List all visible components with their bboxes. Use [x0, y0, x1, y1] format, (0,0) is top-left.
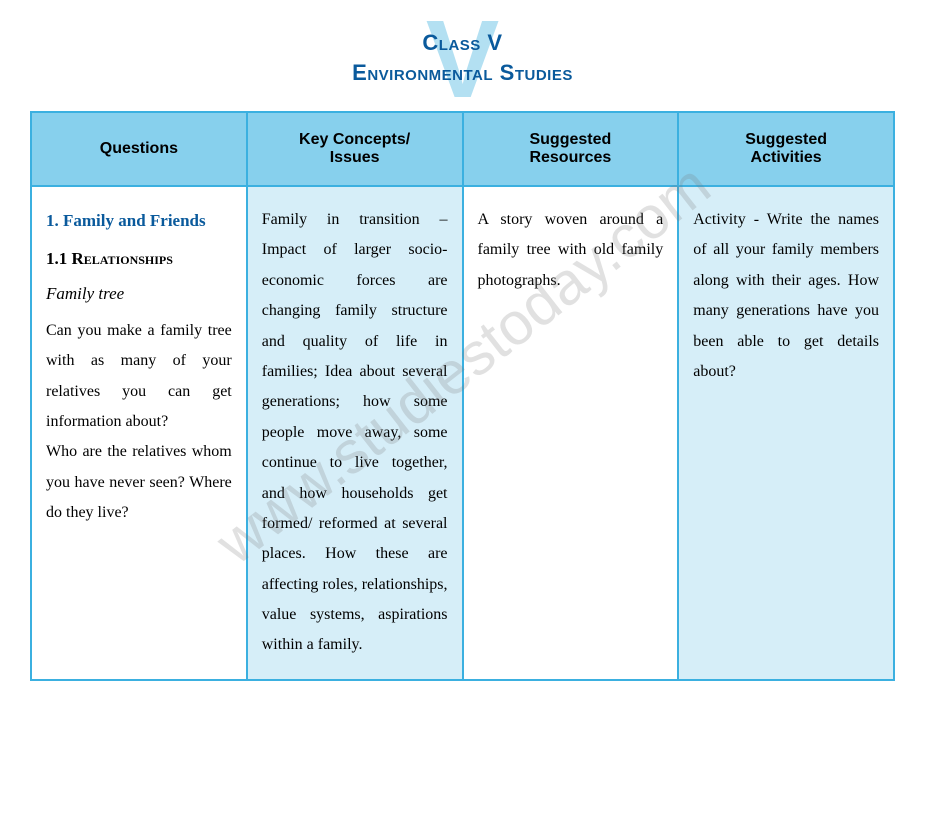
key-concepts-body: Family in transition – Impact of larger … — [262, 205, 448, 661]
col-header-resources: SuggestedResources — [463, 112, 679, 186]
table-row: 1. Family and Friends 1.1 Relationships … — [31, 186, 894, 680]
questions-body: Can you make a family tree with as many … — [46, 316, 232, 529]
header-text: SuggestedActivities — [745, 131, 827, 166]
curriculum-table: Questions Key Concepts/Issues SuggestedR… — [30, 111, 895, 681]
cell-resources: A story woven around a family tree with … — [463, 186, 679, 680]
topic-heading: Family tree — [46, 278, 232, 310]
title-subject-line: Environmental Studies — [30, 60, 895, 86]
subsection-heading: 1.1 Relationships — [46, 243, 232, 275]
title-block: V Class V Environmental Studies — [30, 20, 895, 86]
title-class-line: Class V — [30, 30, 895, 56]
section-heading: 1. Family and Friends — [46, 205, 232, 237]
cell-activities: Activity - Write the names of all your f… — [678, 186, 894, 680]
col-header-key-concepts: Key Concepts/Issues — [247, 112, 463, 186]
cell-questions: 1. Family and Friends 1.1 Relationships … — [31, 186, 247, 680]
header-text: Questions — [100, 140, 178, 157]
header-text: Key Concepts/Issues — [299, 131, 410, 166]
page: V Class V Environmental Studies Question… — [0, 0, 925, 701]
activities-body: Activity - Write the names of all your f… — [693, 205, 879, 387]
col-header-questions: Questions — [31, 112, 247, 186]
table-header-row: Questions Key Concepts/Issues SuggestedR… — [31, 112, 894, 186]
header-text: SuggestedResources — [529, 131, 611, 166]
resources-body: A story woven around a family tree with … — [478, 205, 664, 296]
cell-key-concepts: Family in transition – Impact of larger … — [247, 186, 463, 680]
col-header-activities: SuggestedActivities — [678, 112, 894, 186]
